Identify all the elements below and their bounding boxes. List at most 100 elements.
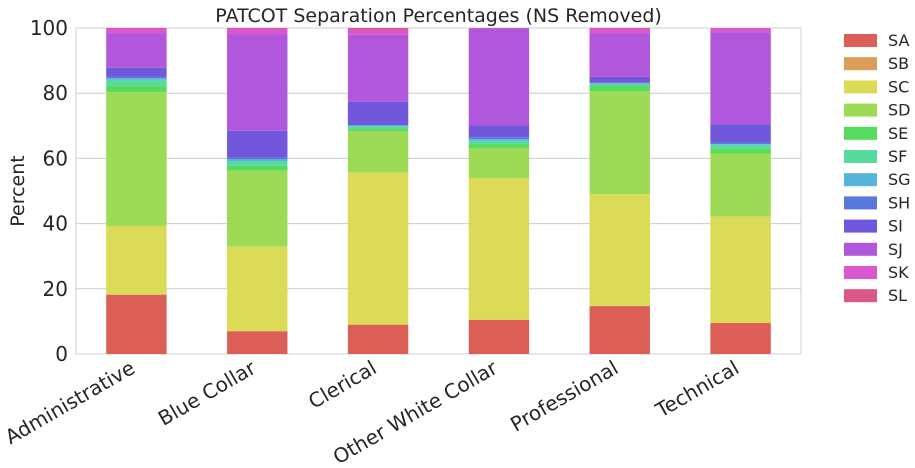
bar-segment bbox=[106, 67, 167, 77]
legend-label: SJ bbox=[888, 240, 903, 259]
y-tick-label: 80 bbox=[43, 81, 68, 105]
bar-segment bbox=[589, 28, 650, 34]
bar-segment bbox=[589, 28, 650, 29]
legend-item: SB bbox=[844, 54, 909, 73]
y-tick-label: 60 bbox=[43, 146, 68, 170]
legend-label: SI bbox=[888, 217, 903, 236]
bar-segment bbox=[710, 142, 771, 145]
legend-label: SC bbox=[888, 77, 909, 96]
legend-item: SH bbox=[844, 193, 910, 212]
bar-segment bbox=[710, 216, 771, 324]
bar-segment bbox=[468, 125, 530, 138]
bar-segment bbox=[468, 144, 530, 148]
bar-segment bbox=[347, 129, 409, 132]
bar-segment bbox=[468, 28, 530, 126]
legend-swatch bbox=[844, 126, 877, 140]
bar-segment bbox=[106, 85, 167, 93]
bar-segment bbox=[347, 131, 409, 173]
bar-segment bbox=[710, 153, 771, 217]
bar-segment bbox=[106, 92, 167, 226]
bar-segment bbox=[227, 28, 288, 35]
legend-item: SD bbox=[844, 101, 910, 120]
legend-swatch bbox=[844, 173, 877, 187]
bar-stack bbox=[589, 28, 650, 354]
legend: SA SB SC SD SE SF SG SH SI SJ SK SL bbox=[844, 31, 911, 305]
y-tick-label: 40 bbox=[43, 212, 68, 236]
legend-swatch bbox=[844, 266, 877, 279]
legend-label: SD bbox=[888, 101, 910, 120]
bar-segment bbox=[347, 101, 409, 126]
bar-segment bbox=[468, 319, 530, 354]
bar-segment bbox=[589, 83, 650, 87]
bar-segment bbox=[710, 32, 771, 125]
bar-segment bbox=[106, 76, 167, 79]
bar-segment bbox=[227, 157, 288, 160]
bar-stack bbox=[106, 28, 167, 354]
bar-segment bbox=[468, 139, 530, 141]
legend-label: SF bbox=[888, 147, 907, 166]
bar-segment bbox=[347, 324, 409, 354]
bars bbox=[106, 28, 771, 354]
chart-title: PATCOT Separation Percentages (NS Remove… bbox=[215, 5, 662, 27]
bar-segment bbox=[347, 28, 409, 30]
bar-segment bbox=[227, 28, 288, 29]
bar-segment bbox=[589, 91, 650, 195]
gridlines bbox=[76, 92, 801, 290]
bar-segment bbox=[710, 144, 771, 149]
legend-label: SK bbox=[888, 263, 909, 282]
bar-segment bbox=[589, 306, 650, 354]
legend-item: SC bbox=[844, 77, 909, 96]
legend-item: SK bbox=[844, 263, 909, 282]
legend-swatch bbox=[844, 80, 877, 94]
bar-segment bbox=[106, 78, 167, 80]
y-tick-label: 20 bbox=[43, 277, 68, 301]
legend-label: SL bbox=[888, 286, 907, 305]
legend-swatch bbox=[844, 103, 877, 117]
bar-segment bbox=[106, 294, 167, 354]
y-tick-label: 100 bbox=[30, 16, 68, 40]
bar-segment bbox=[347, 126, 409, 130]
bar-segment bbox=[347, 125, 409, 127]
bar-segment bbox=[589, 194, 650, 307]
legend-item: SI bbox=[844, 217, 903, 236]
legend-item: SJ bbox=[844, 240, 903, 259]
bar-segment bbox=[106, 28, 167, 29]
bar-segment bbox=[227, 34, 288, 131]
y-axis-label: Percent bbox=[7, 155, 29, 227]
bar-segment bbox=[589, 82, 650, 84]
bar-stack bbox=[227, 28, 288, 354]
legend-swatch bbox=[844, 196, 877, 210]
bar-segment bbox=[710, 144, 771, 145]
bar-segment bbox=[710, 323, 771, 354]
legend-label: SA bbox=[888, 31, 909, 50]
legend-swatch bbox=[844, 242, 877, 256]
bar-segment bbox=[589, 86, 650, 92]
legend-item: SG bbox=[844, 170, 911, 189]
bar-segment bbox=[710, 148, 771, 154]
bar-segment bbox=[227, 246, 288, 332]
legend-swatch bbox=[844, 289, 877, 303]
legend-item: SE bbox=[844, 124, 908, 143]
bar-segment bbox=[589, 76, 650, 83]
legend-swatch bbox=[844, 150, 877, 163]
legend-label: SH bbox=[888, 193, 910, 212]
x-tick-label: Technical bbox=[651, 356, 743, 423]
bar-segment bbox=[468, 177, 530, 320]
bar-segment bbox=[227, 130, 288, 158]
x-tick-label: Professional bbox=[506, 356, 622, 437]
bar-segment bbox=[347, 34, 409, 102]
bar-segment bbox=[589, 33, 650, 77]
x-tick-label: Blue Collar bbox=[154, 355, 261, 430]
legend-label: SB bbox=[888, 54, 909, 73]
plot-background bbox=[75, 27, 802, 355]
legend-item: SL bbox=[844, 286, 907, 305]
x-tick-label: Administrative bbox=[1, 356, 139, 450]
x-tick-label: Clerical bbox=[304, 356, 380, 414]
bar-stack bbox=[468, 28, 530, 354]
legend-item: SA bbox=[844, 31, 909, 50]
bar-segment bbox=[106, 79, 167, 86]
bar-stack bbox=[710, 28, 771, 354]
legend-swatch bbox=[844, 34, 877, 47]
